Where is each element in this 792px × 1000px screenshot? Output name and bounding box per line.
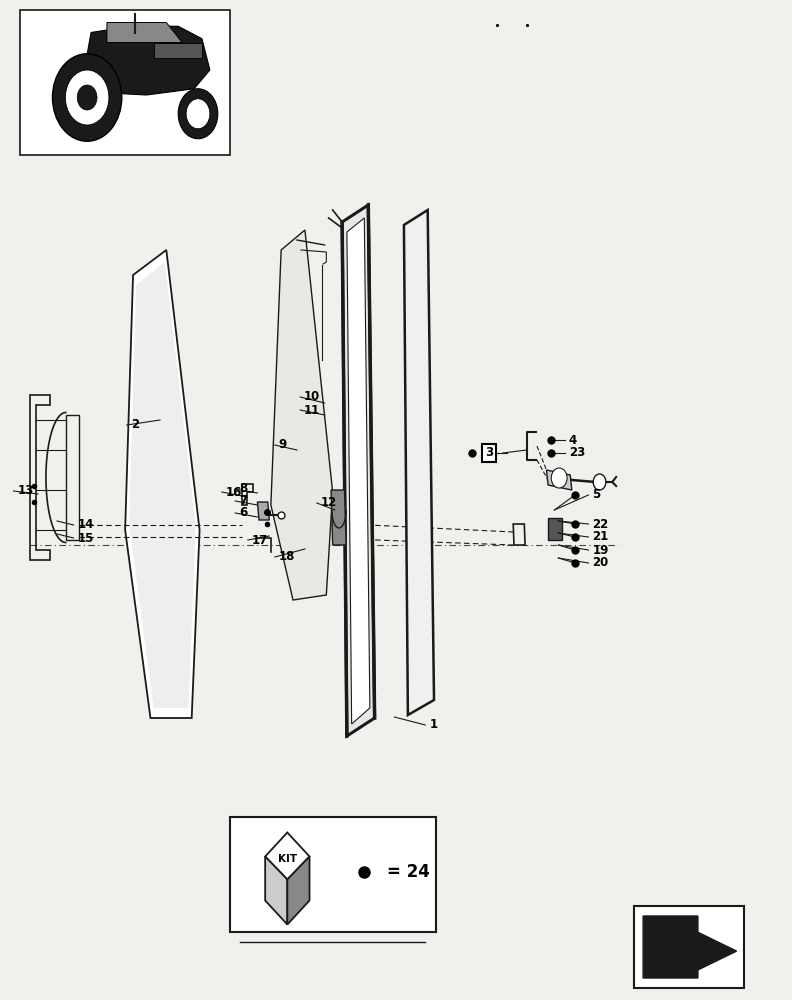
Polygon shape xyxy=(342,205,375,736)
Polygon shape xyxy=(347,218,370,724)
Polygon shape xyxy=(129,262,196,708)
Text: 16: 16 xyxy=(226,486,242,498)
Polygon shape xyxy=(546,470,572,490)
Text: 3: 3 xyxy=(485,446,493,460)
Polygon shape xyxy=(331,490,346,545)
Text: 21: 21 xyxy=(592,530,609,544)
Text: 13: 13 xyxy=(17,485,34,497)
Polygon shape xyxy=(265,856,287,924)
Text: 7: 7 xyxy=(239,494,247,508)
Polygon shape xyxy=(271,230,333,600)
Bar xyxy=(548,518,562,540)
Circle shape xyxy=(52,54,122,141)
Text: 17: 17 xyxy=(252,534,268,546)
Bar xyxy=(230,817,436,932)
Polygon shape xyxy=(404,210,434,715)
Text: 5: 5 xyxy=(592,488,600,502)
Text: 19: 19 xyxy=(592,544,609,556)
Text: 20: 20 xyxy=(592,556,609,570)
Text: 1: 1 xyxy=(429,718,437,732)
Text: = 24: = 24 xyxy=(387,863,430,881)
Text: 18: 18 xyxy=(279,550,295,564)
Bar xyxy=(20,10,230,155)
Text: KIT: KIT xyxy=(278,853,297,863)
Text: 22: 22 xyxy=(592,518,609,530)
Circle shape xyxy=(551,468,567,488)
Polygon shape xyxy=(287,856,310,924)
Circle shape xyxy=(186,99,210,129)
Text: 2: 2 xyxy=(131,418,139,432)
Polygon shape xyxy=(257,502,269,520)
Polygon shape xyxy=(154,42,202,57)
Polygon shape xyxy=(83,26,210,95)
Circle shape xyxy=(66,70,109,125)
Polygon shape xyxy=(265,832,310,880)
Text: 8: 8 xyxy=(239,483,247,495)
Polygon shape xyxy=(125,250,200,718)
Bar xyxy=(634,906,744,988)
Text: 9: 9 xyxy=(279,438,287,452)
Text: 23: 23 xyxy=(569,446,585,460)
Text: 4: 4 xyxy=(569,434,577,446)
Polygon shape xyxy=(107,23,182,42)
Text: 11: 11 xyxy=(304,403,321,416)
Text: 14: 14 xyxy=(78,518,94,532)
Text: 10: 10 xyxy=(304,390,321,403)
Circle shape xyxy=(178,89,218,139)
Text: 6: 6 xyxy=(239,506,247,520)
Circle shape xyxy=(593,474,606,490)
Text: 12: 12 xyxy=(321,496,337,510)
Circle shape xyxy=(78,85,97,110)
Text: 15: 15 xyxy=(78,532,94,544)
Polygon shape xyxy=(643,916,737,978)
